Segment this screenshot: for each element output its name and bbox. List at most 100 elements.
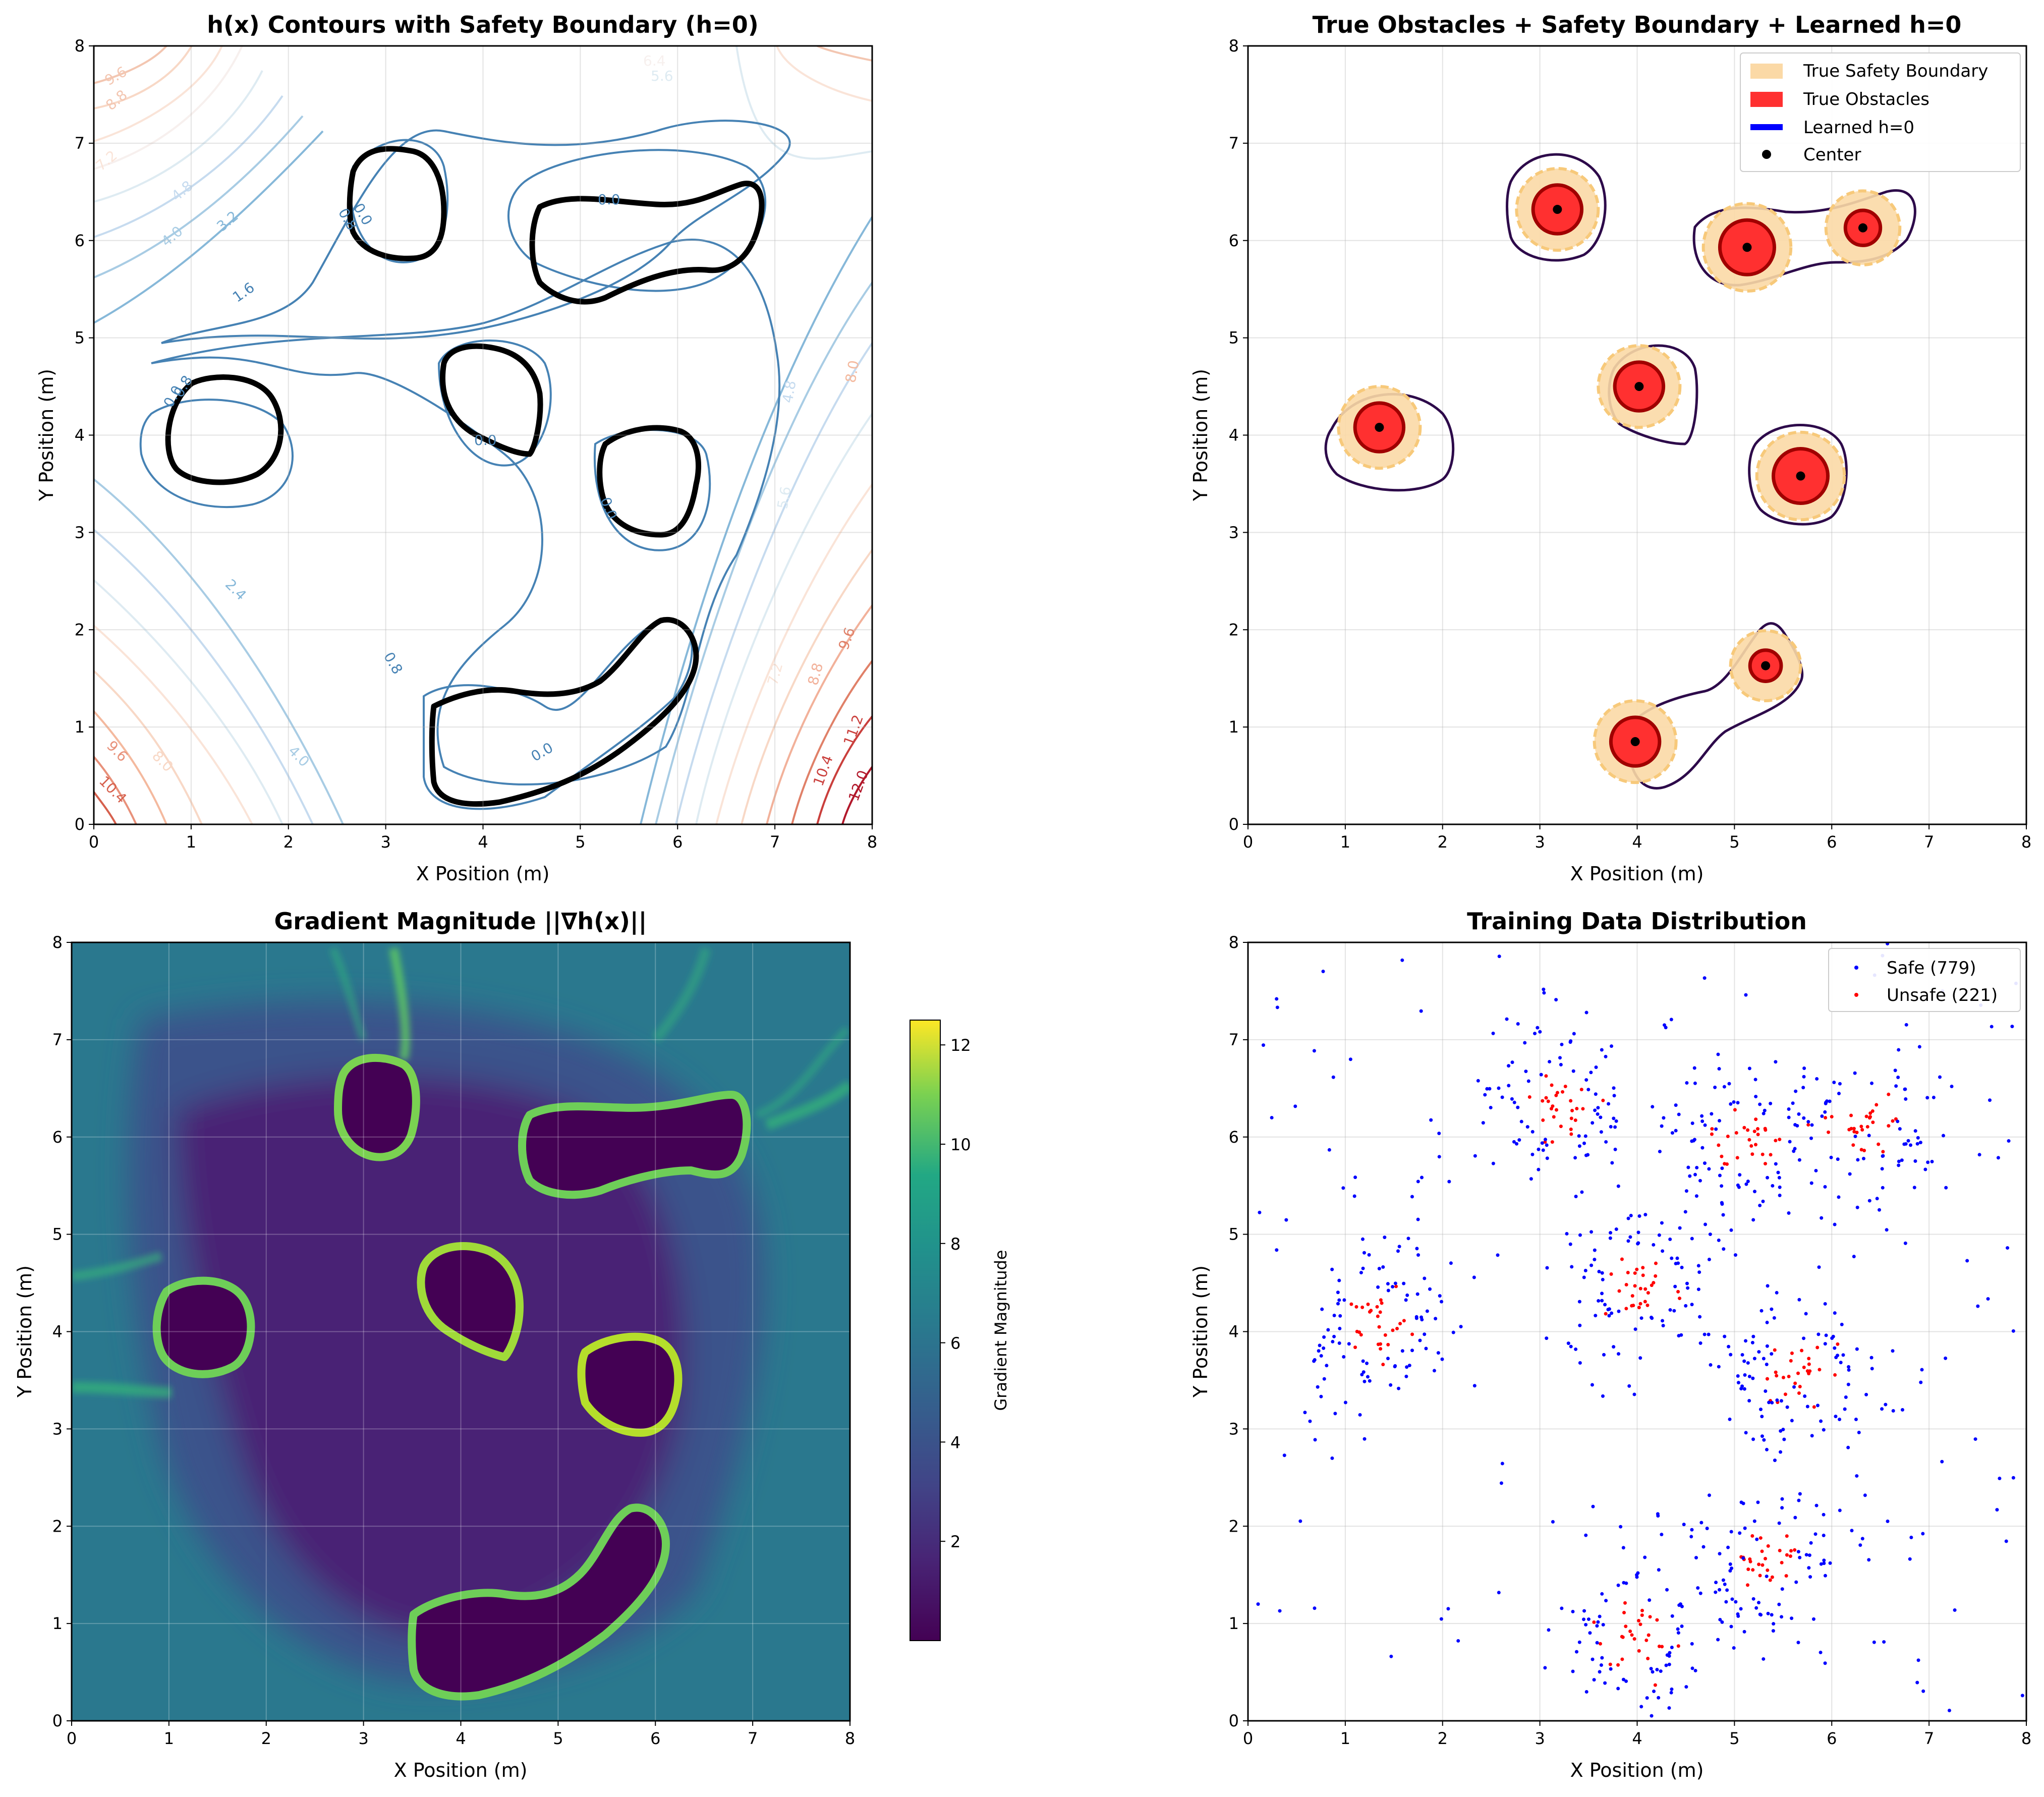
training-point	[1674, 1103, 1678, 1107]
training-point	[2011, 1329, 2015, 1333]
training-point	[1792, 1149, 1796, 1153]
training-point	[1828, 1099, 1832, 1103]
training-point	[1312, 1359, 1316, 1363]
colorbar: 2 4 6 8 10 12 Gradient Magnitude	[910, 1020, 1010, 1641]
training-point	[1764, 1162, 1768, 1166]
training-point	[1781, 1376, 1785, 1380]
training-point	[1766, 1175, 1770, 1180]
training-point	[1753, 1143, 1757, 1147]
training-point	[1686, 1286, 1690, 1290]
training-point	[1600, 1271, 1604, 1275]
training-point	[1921, 1532, 1925, 1536]
training-point	[1887, 1092, 1891, 1096]
contour-label: 0.8	[380, 649, 406, 677]
training-point	[1366, 1302, 1370, 1306]
training-point	[1707, 1167, 1711, 1171]
y-tick-label: 0	[52, 1711, 63, 1730]
training-point	[1609, 1667, 1613, 1671]
training-point	[1761, 1563, 1765, 1567]
training-point	[1853, 1071, 1857, 1075]
training-point	[1616, 1583, 1620, 1587]
training-point	[1652, 1243, 1656, 1247]
training-point	[1747, 1374, 1751, 1378]
training-point	[1660, 1533, 1664, 1537]
x-tick-label: 4	[1632, 1729, 1642, 1748]
training-point	[1352, 1194, 1356, 1198]
training-point	[1670, 1645, 1674, 1649]
training-point	[1692, 1066, 1696, 1070]
training-point	[1566, 1341, 1570, 1345]
training-point	[1770, 1352, 1774, 1356]
legend-label: True Safety Boundary	[1803, 61, 1988, 81]
training-point	[1598, 1642, 1602, 1646]
training-point	[1780, 1506, 1784, 1510]
training-point	[1677, 1112, 1681, 1116]
contour-label: 6.4	[643, 52, 666, 69]
training-point	[1944, 1356, 1948, 1360]
training-point	[1743, 1373, 1747, 1377]
training-point	[1772, 1622, 1776, 1626]
training-point	[1750, 1534, 1754, 1538]
training-point	[1622, 1581, 1626, 1585]
axis-ticks: 0 1 2 3 4 5 6 7 8 0 1 2 3 4 5 6 7 8	[1229, 36, 2032, 852]
training-point	[1820, 1114, 1824, 1118]
training-point	[1539, 1073, 1543, 1077]
training-point	[1734, 1131, 1738, 1135]
training-point	[1774, 1370, 1778, 1374]
training-point	[1898, 1127, 1902, 1131]
training-point	[1540, 1141, 1544, 1145]
y-tick-label: 1	[1229, 1614, 1239, 1633]
training-point	[2006, 1246, 2010, 1250]
training-point	[1319, 1394, 1323, 1398]
training-point	[1917, 1045, 1921, 1049]
training-point	[1679, 1333, 1683, 1337]
training-point	[1626, 1239, 1630, 1243]
y-tick-label: 4	[1229, 1322, 1239, 1341]
y-tick-label: 1	[1229, 717, 1239, 737]
training-point	[1551, 1520, 1555, 1524]
training-point	[1670, 1687, 1674, 1691]
training-point	[1722, 1247, 1726, 1251]
training-point	[1792, 1385, 1796, 1389]
training-point	[1707, 1332, 1711, 1336]
training-point	[1716, 1638, 1720, 1642]
training-point	[1723, 1162, 1727, 1166]
training-point	[1751, 1376, 1755, 1380]
training-point	[1613, 1147, 1617, 1151]
training-point	[1569, 1128, 1573, 1132]
training-point	[1881, 1186, 1885, 1190]
obstacle-center-marker	[1634, 382, 1644, 391]
training-point	[1790, 1616, 1794, 1620]
training-point	[1438, 1294, 1442, 1298]
training-point	[1366, 1375, 1370, 1379]
training-point	[1573, 1156, 1577, 1160]
training-point	[1794, 1580, 1798, 1584]
training-point	[1337, 1298, 1341, 1302]
training-point	[1770, 1575, 1774, 1579]
training-point	[1347, 1342, 1351, 1346]
training-point	[1763, 1108, 1767, 1112]
training-point	[1760, 1434, 1764, 1438]
training-point	[1568, 1242, 1572, 1246]
training-point	[1777, 1602, 1781, 1606]
x-tick-label: 3	[358, 1729, 368, 1748]
training-point	[1696, 1586, 1700, 1590]
training-point	[1727, 1082, 1731, 1086]
training-point	[1601, 1277, 1605, 1281]
training-point	[1718, 1173, 1722, 1177]
training-point	[1817, 1265, 1821, 1269]
training-point	[1393, 1365, 1397, 1369]
training-point	[1887, 1124, 1891, 1128]
training-point	[1646, 1291, 1650, 1295]
training-point	[1569, 1116, 1573, 1120]
training-point	[1973, 1437, 1977, 1441]
training-point	[1428, 1287, 1432, 1291]
x-tick-label: 2	[1438, 1729, 1448, 1748]
training-point	[1601, 1623, 1605, 1627]
training-point	[1797, 1158, 1801, 1162]
training-point	[1847, 1368, 1851, 1372]
training-point	[1773, 1458, 1777, 1463]
grid	[1247, 942, 2027, 1721]
training-point	[1836, 1354, 1840, 1358]
